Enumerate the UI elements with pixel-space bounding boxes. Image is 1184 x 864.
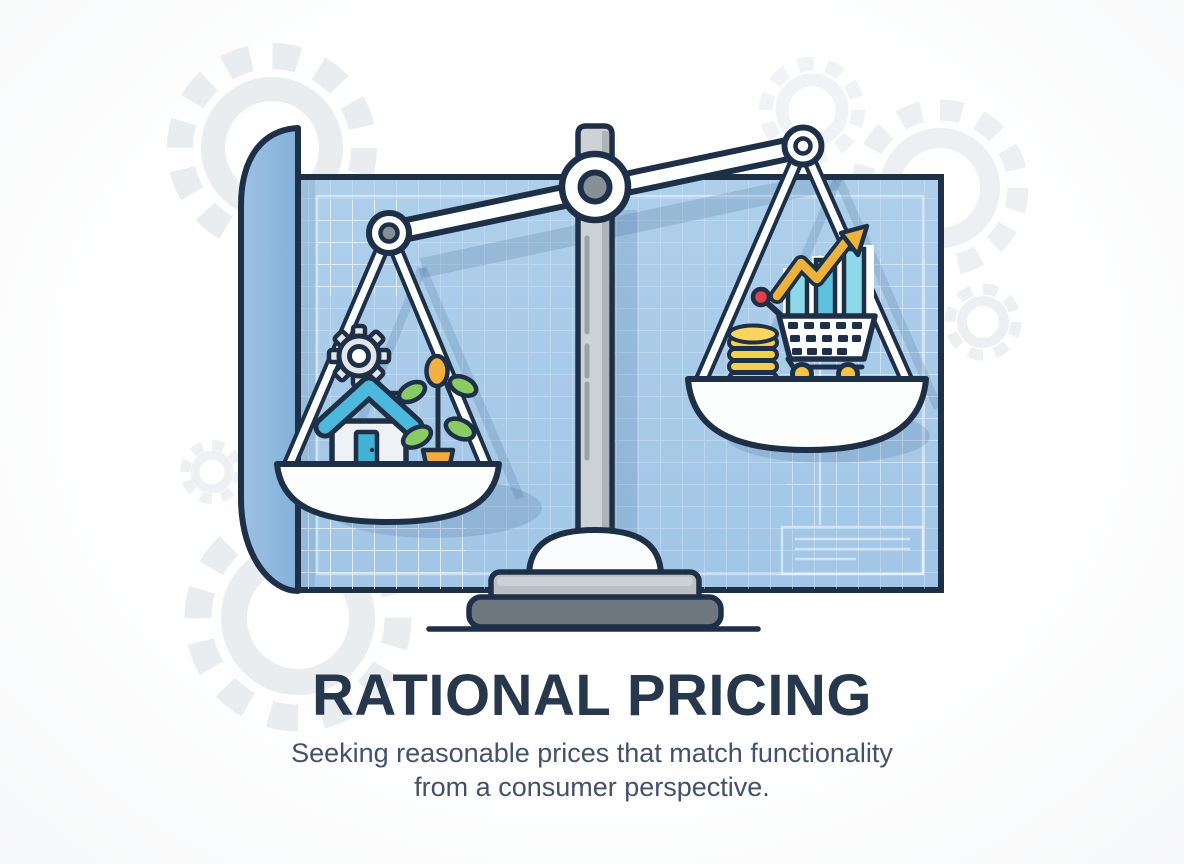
scale-base: [426, 527, 761, 632]
scale-pole: [575, 123, 615, 548]
page-title: RATIONAL PRICING: [311, 663, 873, 728]
balance-scale: [274, 123, 929, 632]
scale-beam: [366, 124, 825, 256]
beam-center-hub: [558, 150, 632, 224]
cart-handle-knob: [750, 286, 772, 308]
subtitle-line-1: Seeking reasonable prices that match fun…: [291, 738, 893, 768]
shopping-cart-icon: [750, 286, 878, 386]
gear-icon: [326, 323, 392, 389]
paper-roll: [238, 125, 301, 594]
coins-icon: [727, 323, 779, 386]
beam-left-pivot: [366, 210, 412, 256]
page-subtitle: Seeking reasonable prices that match fun…: [0, 736, 1184, 804]
growth-arrow-icon: [769, 223, 870, 304]
right-pan: [685, 138, 929, 453]
left-pan: [274, 225, 502, 525]
beam-right-pivot: [781, 124, 825, 168]
right-pan-bowl: [685, 376, 929, 453]
gear-icon: [944, 283, 1022, 361]
cart-lattice: [788, 322, 862, 355]
left-pan-bowl: [274, 461, 502, 525]
house-icon: [313, 375, 425, 468]
subtitle-line-2: from a consumer perspective.: [414, 772, 770, 802]
gear-icon: [180, 440, 244, 504]
plant-icon: [396, 353, 479, 467]
